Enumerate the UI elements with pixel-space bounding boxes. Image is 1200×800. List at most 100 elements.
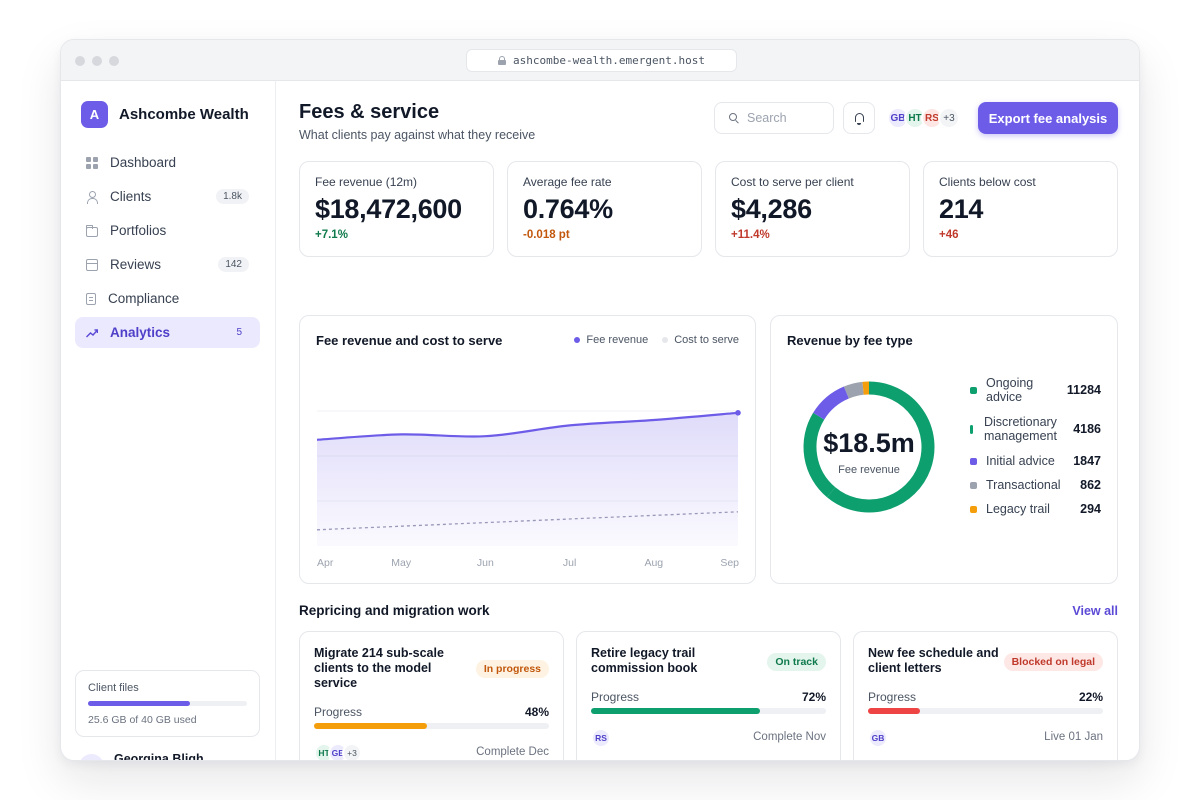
kpi-card-average-fee-rate[interactable]: Average fee rate 0.764% -0.018 pt <box>507 161 702 257</box>
revenue-area-chart[interactable]: Apr May Jun Jul Aug Sep <box>300 316 757 585</box>
assignee-avatars[interactable]: GB <box>868 728 888 748</box>
status-badge: Blocked on legal <box>1003 653 1103 671</box>
sidebar-item-count: 5 <box>236 327 242 338</box>
assignee-avatars[interactable]: HT GB +3 <box>314 743 362 760</box>
donut-slice-transactional[interactable] <box>843 381 864 399</box>
task-card[interactable]: Retire legacy trail commission book On tr… <box>576 631 841 760</box>
legend-item-cost-to-serve[interactable]: Cost to serve <box>662 334 739 346</box>
view-all-link[interactable]: View all <box>1072 604 1118 618</box>
team-avatars[interactable]: GB HT RS +3 <box>887 107 960 129</box>
x-tick-label: Jul <box>563 557 576 569</box>
donut-slice-discretionary-management[interactable] <box>803 412 836 498</box>
sidebar-item-label: Dashboard <box>110 155 177 170</box>
fee-revenue-area <box>317 412 738 546</box>
page-subtitle: What clients pay against what they recei… <box>299 128 536 142</box>
sidebar-item-reviews[interactable]: Reviews 142 <box>75 249 260 280</box>
progress-label: Progress <box>591 690 640 704</box>
storage-bar <box>88 701 247 706</box>
due-date: Complete Nov <box>753 731 826 743</box>
donut-slice-initial-advice[interactable] <box>813 386 850 420</box>
user-icon <box>86 190 98 204</box>
browser-window: ashcombe-wealth.emergent.host A Ashcombe… <box>60 39 1140 761</box>
progress-bar-fill <box>314 723 427 729</box>
legend-value: 11284 <box>1066 383 1101 397</box>
fee-type-donut-chart[interactable]: $18.5m Fee revenue <box>771 316 971 585</box>
legend-swatch <box>970 386 977 394</box>
window-close-dot[interactable] <box>75 56 85 66</box>
x-tick-label: May <box>391 557 412 569</box>
kpi-card-fee-revenue[interactable]: Fee revenue (12m) $18,472,600 +7.1% <box>299 161 494 257</box>
more-avatars-badge: +3 <box>342 743 362 760</box>
chart-title: Fee revenue and cost to serve <box>316 333 503 348</box>
status-badge: On track <box>767 653 826 671</box>
legend-swatch <box>970 457 977 465</box>
user-profile[interactable]: GB Georgina Bligh Head of Advice <box>79 752 204 760</box>
search-placeholder: Search <box>747 111 787 125</box>
storage-summary: 25.6 GB of 40 GB used <box>88 714 197 726</box>
donut-slice-ongoing-advice[interactable] <box>826 381 935 513</box>
assignee-avatars[interactable]: RS <box>591 728 611 748</box>
fee-revenue-line[interactable] <box>316 411 739 441</box>
kpi-label: Clients below cost <box>939 175 1036 189</box>
kpi-card-cost-to-serve[interactable]: Cost to serve per client $4,286 +11.4% <box>715 161 910 257</box>
kpi-delta: +46 <box>939 229 959 241</box>
legend-swatch <box>970 505 977 513</box>
legend-item-fee-revenue[interactable]: Fee revenue <box>574 334 648 346</box>
sidebar-item-analytics[interactable]: Analytics 5 <box>75 317 260 348</box>
sidebar-item-label: Clients <box>110 189 152 204</box>
avatar: GB <box>79 753 104 760</box>
section-title: Repricing and migration work <box>299 603 490 618</box>
trend-icon <box>86 328 98 337</box>
sidebar-item-compliance[interactable]: Compliance <box>75 283 260 314</box>
brand-logo: A <box>81 101 108 128</box>
task-card[interactable]: New fee schedule and client letters Block… <box>853 631 1118 760</box>
progress-label: Progress <box>314 705 363 719</box>
url-text: ashcombe-wealth.emergent.host <box>512 54 706 67</box>
kpi-value: 0.764% <box>523 194 613 224</box>
legend-item-ongoing-advice[interactable]: Ongoing advice 11284 <box>970 376 1101 404</box>
sidebar-item-label: Portfolios <box>110 223 167 238</box>
search-input[interactable]: Search <box>714 102 834 134</box>
storage-bar-fill <box>88 701 190 706</box>
sidebar: A Ashcombe Wealth Dashboard Clients 1.8k… <box>61 81 276 760</box>
legend-swatch <box>970 481 977 489</box>
progress-value: 48% <box>524 705 549 719</box>
sidebar-item-dashboard[interactable]: Dashboard <box>75 147 260 178</box>
legend-item-transactional[interactable]: Transactional 862 <box>970 478 1101 492</box>
sidebar-item-portfolios[interactable]: Portfolios <box>75 215 260 246</box>
legend-swatch <box>662 337 669 343</box>
window-maximize-dot[interactable] <box>109 56 119 66</box>
progress-bar-fill <box>868 708 920 714</box>
export-fee-analysis-button[interactable]: Export fee analysis <box>978 102 1118 134</box>
x-tick-label: Apr <box>317 557 334 569</box>
main-content: Fees & service What clients pay against … <box>277 81 1139 760</box>
kpi-card-clients-below-cost[interactable]: Clients below cost 214 +46 <box>923 161 1118 257</box>
address-bar[interactable]: ashcombe-wealth.emergent.host <box>466 49 737 72</box>
sidebar-item-count: 142 <box>218 257 249 272</box>
legend-label: Legacy trail <box>986 502 1050 516</box>
progress-bar <box>314 723 549 729</box>
legend-label: Ongoing advice <box>986 376 1034 404</box>
window-minimize-dot[interactable] <box>92 56 102 66</box>
x-tick-label: Aug <box>644 557 663 569</box>
client-files-card[interactable]: Client files 25.6 GB of 40 GB used <box>75 670 260 737</box>
notifications-button[interactable] <box>843 102 875 134</box>
kpi-label: Fee revenue (12m) <box>315 175 418 189</box>
sidebar-item-clients[interactable]: Clients 1.8k <box>75 181 260 212</box>
legend-item-discretionary-management[interactable]: Discretionary management 4186 <box>970 415 1101 443</box>
legend-item-initial-advice[interactable]: Initial advice 1847 <box>970 454 1101 468</box>
legend-value: 294 <box>1080 502 1101 516</box>
task-title: Migrate 214 sub-scale clients to the mod… <box>314 646 444 690</box>
kpi-value: 214 <box>939 194 984 224</box>
task-card[interactable]: Migrate 214 sub-scale clients to the mod… <box>299 631 564 760</box>
kpi-label: Cost to serve per client <box>731 175 854 189</box>
legend-item-legacy-trail[interactable]: Legacy trail 294 <box>970 502 1101 516</box>
brand[interactable]: A Ashcombe Wealth <box>81 101 249 128</box>
fee-revenue-end-point[interactable] <box>735 410 741 416</box>
donut-center-value: $18.5m <box>823 428 915 458</box>
cost-to-serve-line[interactable] <box>316 511 739 531</box>
sidebar-item-label: Reviews <box>110 257 162 272</box>
avatar: GB <box>868 728 888 748</box>
donut-title: Revenue by fee type <box>787 333 913 348</box>
progress-label: Progress <box>868 690 917 704</box>
